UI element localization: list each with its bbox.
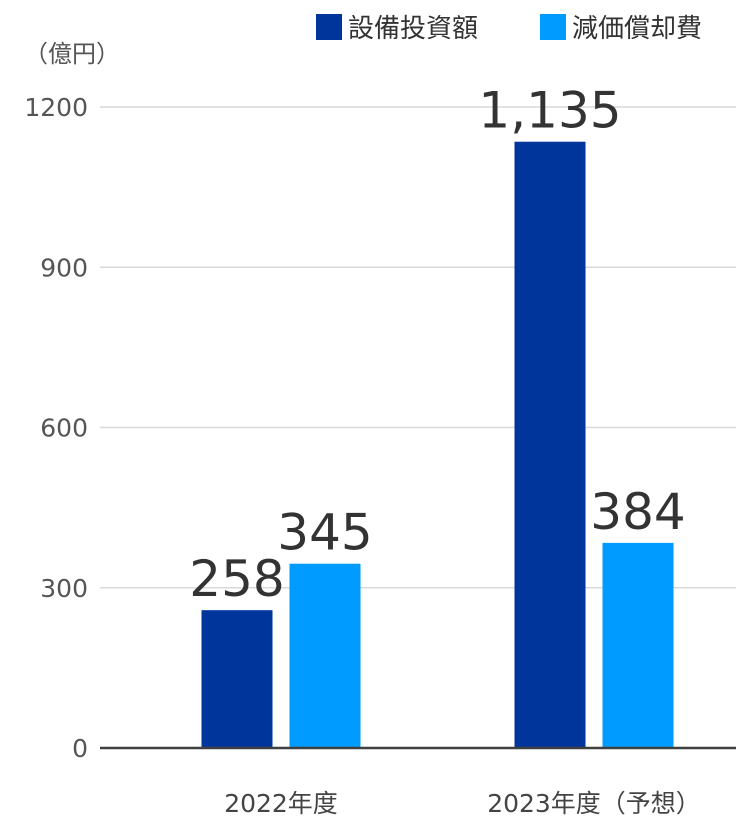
bar [514, 141, 586, 749]
legend: 設備投資額 減価償却費 [316, 14, 702, 44]
legend-swatch [540, 14, 566, 40]
x-category-label: 2022年度 [224, 789, 338, 818]
y-tick-label: 300 [40, 574, 88, 603]
axes: 0 300 600 900 1200 2022年度 2023年度（予想） [24, 93, 736, 818]
data-label: 384 [590, 483, 685, 541]
bar [289, 563, 361, 748]
y-tick-label: 1200 [24, 93, 88, 122]
data-labels: 258 1,135 345 384 [189, 82, 685, 608]
bar [201, 610, 273, 748]
data-label: 1,135 [478, 82, 621, 140]
bar [602, 542, 674, 748]
data-label: 345 [277, 504, 372, 562]
y-axis-unit: （億円） [24, 40, 120, 68]
y-tick-label: 600 [40, 414, 88, 443]
legend-swatch [316, 14, 342, 40]
x-category-label: 2023年度（予想） [487, 789, 701, 818]
legend-label: 減価償却費 [572, 14, 702, 44]
y-tick-label: 0 [72, 734, 88, 763]
y-tick-label: 900 [40, 253, 88, 282]
data-label: 258 [189, 550, 284, 608]
legend-label: 設備投資額 [348, 14, 478, 44]
bars [201, 141, 674, 749]
